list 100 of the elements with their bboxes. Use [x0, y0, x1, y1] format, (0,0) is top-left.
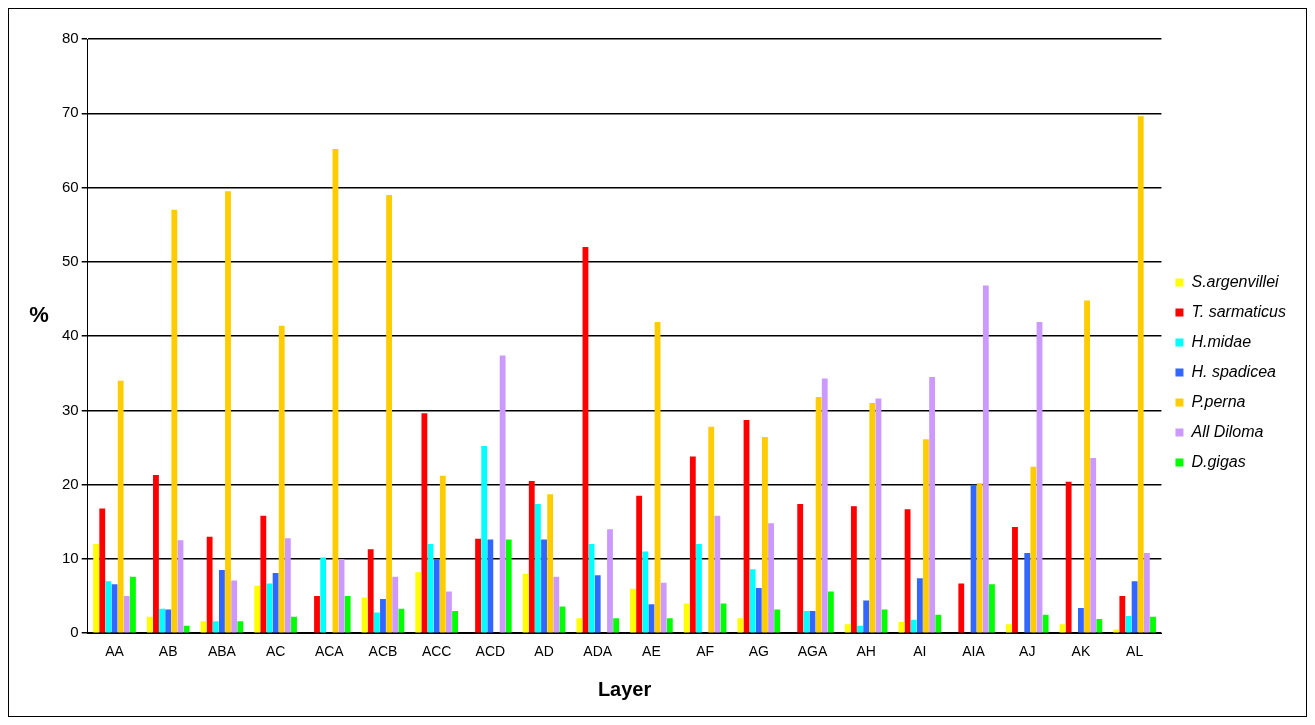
bar: [844, 624, 851, 633]
x-tick-label: AF: [696, 643, 715, 660]
bar: [237, 621, 244, 633]
bar: [1084, 300, 1090, 633]
bar: [1090, 457, 1097, 633]
bar: [636, 495, 643, 633]
legend-label: All Diloma: [1190, 422, 1264, 440]
bar: [373, 612, 380, 633]
bar: [386, 194, 393, 633]
y-tick-label: 0: [70, 623, 79, 641]
x-tick-label: ACA: [314, 643, 345, 660]
y-tick-label: 70: [62, 103, 79, 121]
bar: [714, 515, 721, 633]
bar: [1143, 552, 1150, 633]
legend-label: D.gigas: [1191, 452, 1246, 470]
bar: [165, 609, 172, 633]
bar: [547, 494, 554, 633]
bar: [291, 616, 297, 633]
x-tick-label: AB: [158, 643, 178, 660]
bar: [958, 583, 965, 633]
bar: [648, 604, 655, 633]
x-tick-label: AE: [642, 643, 661, 660]
bar: [231, 580, 238, 633]
bar: [344, 596, 351, 633]
bar: [1024, 552, 1031, 633]
bar: [528, 480, 535, 633]
y-tick-label: 20: [62, 474, 79, 492]
legend-label: T. sarmaticus: [1191, 302, 1286, 320]
bar: [594, 575, 601, 633]
y-tick-label: 10: [62, 549, 79, 567]
bar: [935, 614, 942, 633]
bar: [1078, 607, 1084, 633]
bar: [749, 569, 756, 633]
x-tick-label: ACC: [421, 643, 452, 660]
bar: [989, 584, 995, 633]
bar: [505, 539, 512, 633]
bar: [487, 539, 494, 633]
legend-label: P.perna: [1191, 392, 1246, 410]
bar: [367, 549, 374, 633]
bar: [630, 588, 636, 633]
y-tick-label: 50: [62, 251, 79, 269]
bar: [1096, 619, 1103, 633]
x-tick-label: ACB: [368, 643, 398, 660]
x-tick-label: ACD: [475, 643, 506, 660]
bar: [815, 397, 822, 633]
x-axis-title: Layer: [597, 677, 652, 700]
bar: [768, 523, 774, 633]
legend-label: H. spadicea: [1191, 362, 1277, 380]
bar: [183, 625, 190, 633]
bar: [475, 538, 481, 633]
bar: [737, 618, 744, 633]
x-tick-label: ADA: [583, 643, 613, 660]
bar: [272, 573, 279, 633]
bar: [415, 572, 422, 633]
bar: [660, 582, 667, 633]
x-tick-label: AH: [856, 643, 876, 660]
bar: [821, 378, 828, 633]
bar: [452, 610, 458, 633]
bar: [976, 483, 983, 633]
x-tick-label: AJ: [1019, 643, 1036, 660]
bar: [392, 576, 399, 633]
bar: [607, 529, 613, 633]
bar: [642, 551, 649, 633]
bar: [1030, 466, 1037, 633]
bar: [1137, 116, 1144, 633]
bar: [93, 544, 100, 633]
bar: [153, 474, 159, 633]
y-tick-label: 80: [62, 29, 79, 47]
bar: [522, 573, 529, 633]
bar: [541, 539, 547, 633]
y-tick-label: 40: [62, 326, 79, 344]
bar: [708, 426, 715, 633]
legend-label: H.midae: [1191, 332, 1252, 350]
bar: [212, 621, 219, 633]
bar: [1119, 596, 1126, 633]
x-tick-label: AA: [105, 643, 125, 660]
bar: [314, 596, 320, 633]
bar: [1131, 581, 1138, 633]
bar: [99, 508, 106, 633]
bar: [446, 591, 452, 633]
bar: [1113, 629, 1120, 633]
x-tick-label: AL: [1126, 643, 1144, 660]
bar: [433, 558, 440, 633]
bar: [1065, 481, 1072, 633]
bar: [774, 609, 781, 633]
bar: [278, 325, 285, 633]
bar: [534, 503, 541, 633]
bar: [666, 618, 673, 633]
bar: [553, 576, 560, 633]
bar: [146, 616, 153, 633]
x-tick-label: AG: [748, 643, 769, 660]
bar: [1005, 624, 1012, 633]
x-tick-label: AK: [1071, 643, 1091, 660]
bar: [1042, 614, 1049, 633]
bar: [762, 437, 768, 633]
bar: [863, 600, 870, 633]
bar: [171, 209, 178, 633]
bar: [159, 608, 165, 633]
bar: [225, 191, 231, 633]
bar: [105, 581, 112, 633]
